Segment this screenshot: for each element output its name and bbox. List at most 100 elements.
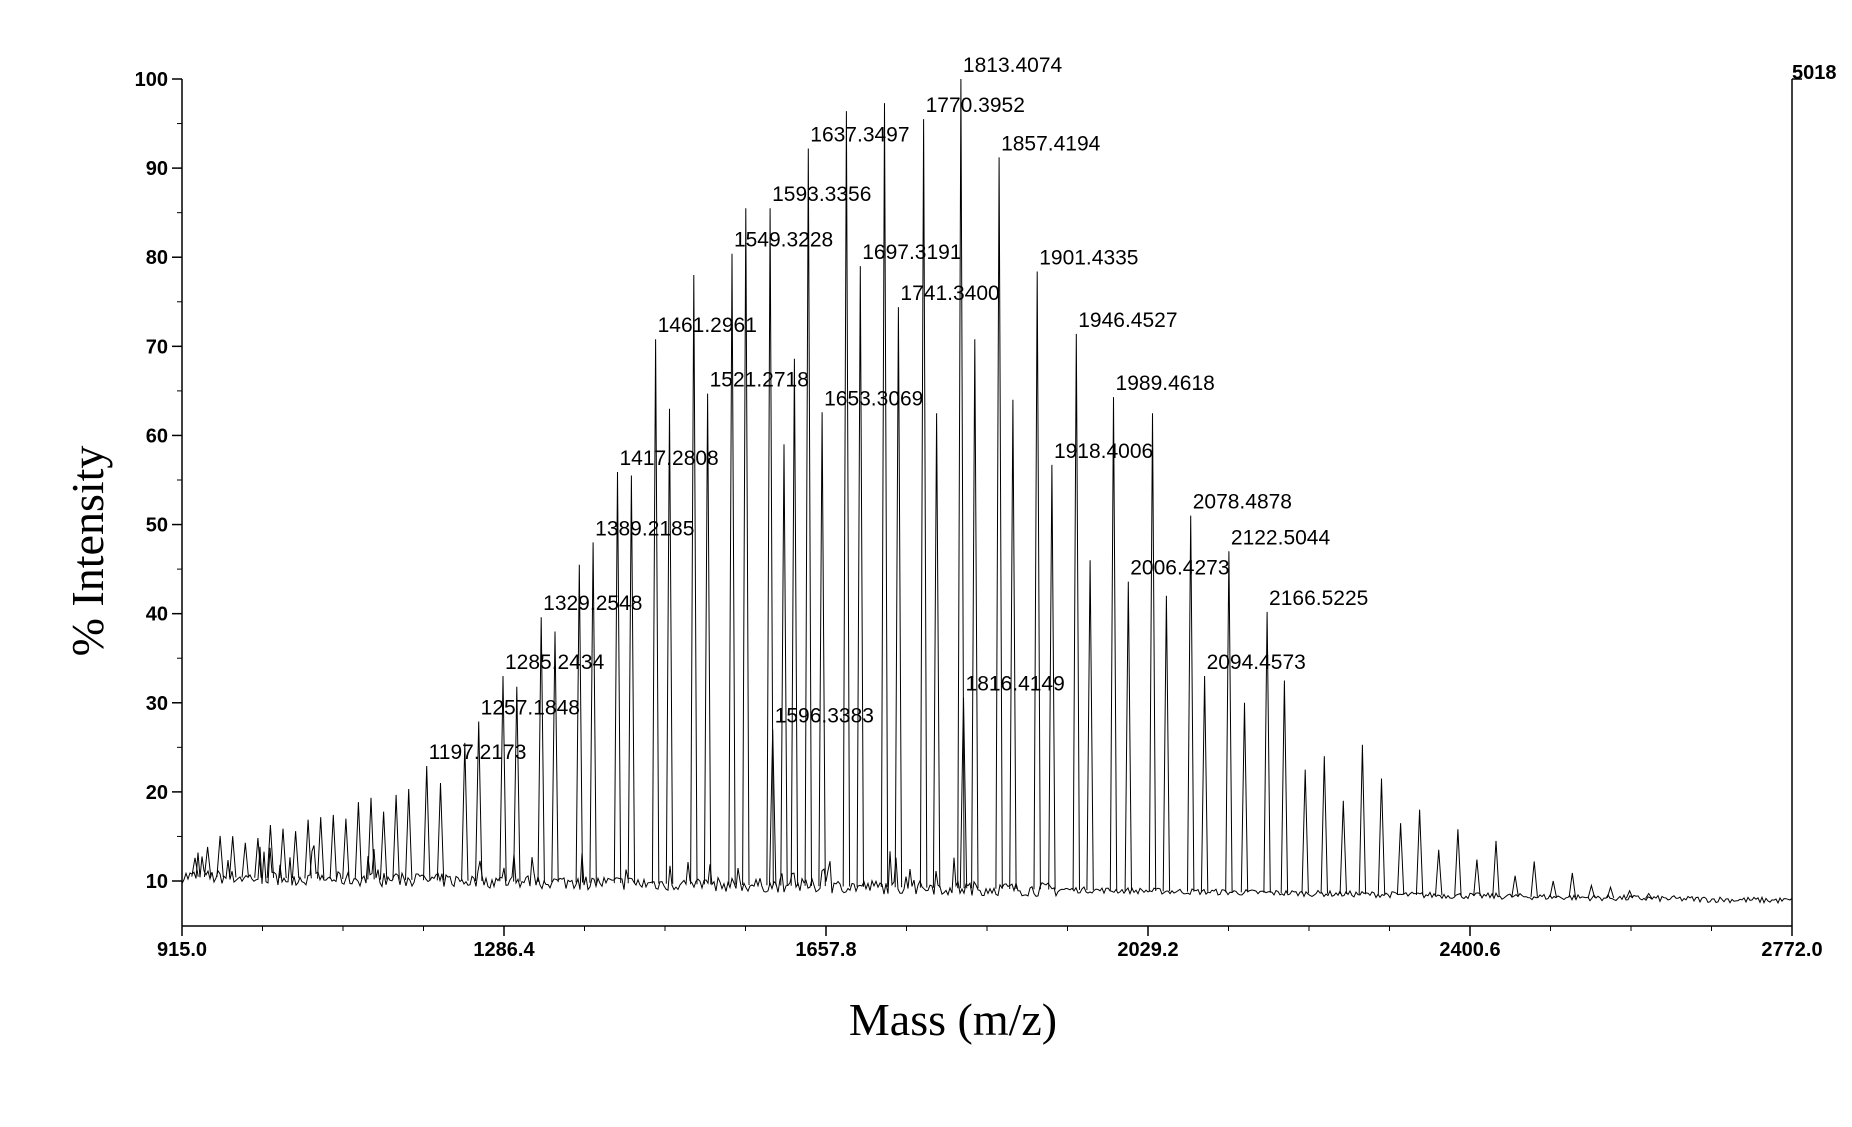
y-tick-label: 100 — [135, 69, 168, 91]
spectrum-peak — [1474, 860, 1480, 896]
peak-mass-label: 1461.2961 — [658, 314, 757, 337]
spectrum-peak — [933, 413, 939, 888]
spectrum-peak — [1302, 770, 1308, 894]
spectrum-peak — [1416, 810, 1422, 895]
spectrum-peak — [1321, 756, 1327, 893]
max-intensity-label: 5018 — [1792, 62, 1837, 84]
labeled-spectrum-peak — [1226, 551, 1232, 892]
y-tick-label: 30 — [146, 693, 168, 715]
spectrum-peak — [1493, 841, 1499, 896]
spectrum-peak — [1359, 745, 1365, 895]
peak-mass-label: 1285.2434 — [505, 651, 605, 674]
spectrum-peak — [1607, 887, 1613, 898]
peak-mass-label: 2166.5225 — [1269, 587, 1368, 610]
peak-mass-label: 1596.3383 — [775, 705, 874, 728]
labeled-spectrum-peak — [1201, 676, 1207, 892]
spectrum-peak — [1436, 850, 1442, 896]
spectrum-peak — [305, 820, 311, 879]
spectrum-peak — [1397, 823, 1403, 895]
spectrum-peak — [1163, 596, 1169, 892]
peak-mass-label: 1813.4074 — [963, 54, 1063, 77]
peak-mass-label: 1197.2173 — [429, 741, 527, 764]
spectrum-peak — [230, 836, 236, 877]
x-tick-label: 2772.0 — [1761, 939, 1822, 961]
x-axis-ticks: 915.0 1286.4 1657.8 2029.2 2400.6 2772.0 — [157, 926, 1823, 961]
spectrum-peak — [1512, 876, 1518, 897]
y-tick-label: 60 — [146, 425, 168, 447]
spectrum-peak — [318, 817, 324, 878]
spectrum-peak — [280, 829, 286, 879]
spectrum-peak — [1010, 400, 1016, 889]
peak-mass-label: 1521.2718 — [710, 369, 809, 392]
y-tick-label: 80 — [146, 247, 168, 269]
spectrum-peak — [972, 339, 978, 888]
spectrum-peak — [1378, 779, 1384, 895]
spectrum-peak — [292, 831, 298, 878]
spectrum-peak — [666, 409, 672, 884]
peak-mass-label: 1697.3191 — [862, 241, 961, 264]
spectrum-peak — [343, 819, 349, 879]
x-tick-label: 2400.6 — [1439, 939, 1500, 961]
peak-mass-label: 1770.3952 — [926, 94, 1025, 117]
peak-mass-label: 1417.2808 — [619, 447, 718, 470]
spectrum-peak — [242, 843, 248, 878]
x-tick-label: 2029.2 — [1117, 939, 1178, 961]
spectrum-peak — [843, 111, 849, 886]
peak-mass-label: 1329.2548 — [543, 592, 642, 615]
peak-labels: 1197.21731257.18481285.24341329.25481389… — [429, 54, 1369, 764]
spectrum-peak — [791, 359, 797, 886]
labeled-spectrum-peak — [729, 254, 735, 885]
peak-mass-label: 1946.4527 — [1078, 309, 1177, 332]
peak-mass-label: 1653.3069 — [824, 387, 923, 410]
spectrum-peak — [437, 783, 443, 880]
spectrum-peak — [1455, 829, 1461, 895]
y-tick-label: 10 — [146, 871, 168, 893]
peak-mass-label: 1593.3356 — [772, 183, 871, 206]
spectrum-peak — [1588, 886, 1594, 898]
y-tick-label: 40 — [146, 604, 168, 626]
peak-mass-label: 1989.4618 — [1116, 372, 1215, 395]
x-tick-label: 1286.4 — [473, 939, 535, 961]
peak-mass-label: 2094.4573 — [1207, 651, 1306, 674]
labeled-spectrum-peak — [958, 79, 964, 888]
peak-mass-label: 1389.2185 — [595, 517, 694, 540]
spectrum-peak — [881, 103, 887, 887]
spectrum-peak — [1340, 801, 1346, 894]
y-tick-label: 90 — [146, 158, 168, 180]
labeled-spectrum-peak — [819, 412, 825, 886]
peak-mass-label: 1857.4194 — [1001, 132, 1101, 155]
y-tick-label: 70 — [146, 336, 168, 358]
spectrum-peak — [781, 444, 787, 885]
labeled-spectrum-peak — [996, 157, 1002, 888]
peak-mass-label: 2078.4878 — [1193, 491, 1292, 514]
labeled-spectrum-peak — [857, 266, 863, 887]
spectrum-peak — [1241, 703, 1247, 893]
spectrum-peak — [1531, 861, 1537, 896]
y-tick-label: 50 — [146, 515, 168, 537]
spectrum-peak — [691, 275, 697, 884]
labeled-spectrum-peak — [1125, 582, 1131, 891]
spectrum-peak — [217, 836, 223, 877]
spectrum-peak — [355, 802, 361, 879]
spectrum-peak — [380, 812, 386, 880]
x-tick-label: 1657.8 — [795, 939, 856, 961]
peak-mass-label: 2006.4273 — [1130, 557, 1229, 580]
labeled-spectrum-peak — [805, 149, 811, 886]
peak-mass-label: 2122.5044 — [1231, 526, 1331, 549]
spectrum-peak — [1569, 873, 1575, 897]
spectrum-peak — [1281, 681, 1287, 894]
labeled-spectrum-peak — [920, 119, 926, 888]
peak-mass-label: 1637.3497 — [810, 124, 909, 147]
spectrum-peak — [743, 208, 749, 885]
spectrum-peak — [1646, 894, 1652, 899]
x-axis-title: Mass (m/z) — [849, 994, 1057, 1045]
peak-mass-label: 1741.3400 — [900, 282, 999, 305]
spectrum-peak — [330, 815, 336, 879]
plot-area: 1197.2173 1257.1848 1285.2434 1329.2548 1389… — [182, 54, 1792, 903]
spectrum-peak — [393, 795, 399, 880]
spectrum-peak — [1149, 413, 1155, 891]
peak-mass-label: 1816.4149 — [966, 672, 1065, 695]
peak-mass-label: 1918.4006 — [1054, 440, 1153, 463]
labeled-spectrum-peak — [424, 766, 430, 880]
spectrum-peak — [1550, 881, 1556, 897]
